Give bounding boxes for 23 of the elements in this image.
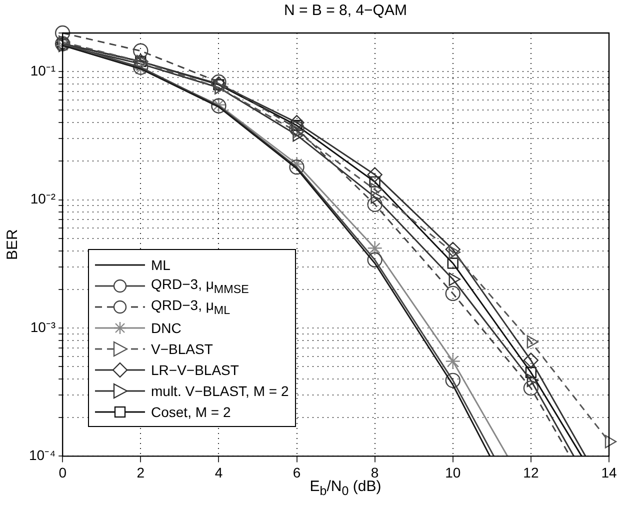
legend-label: QRD−3, μ$_{MMSE}$ (151, 276, 249, 296)
x-tick-label: 12 (523, 464, 539, 480)
x-tick-label: 6 (292, 464, 301, 480)
x-tick-label: 2 (136, 464, 145, 480)
legend-label: mult. V−BLAST, M = 2 (151, 382, 289, 398)
y-tick-label: 10⁻² (30, 190, 56, 207)
legend-label: Coset, M = 2 (151, 404, 231, 420)
x-tick-label: 0 (58, 464, 67, 480)
y-tick-label: 10⁻³ (30, 318, 56, 335)
legend-label: ML (151, 256, 170, 272)
legend-label: LR−V−BLAST (151, 362, 239, 378)
legend-label: V−BLAST (151, 340, 213, 356)
y-tick-label: 10⁻⁴ (28, 447, 56, 464)
y-axis-title: BER (4, 229, 22, 260)
legend-label: DNC (151, 320, 182, 336)
x-tick-label: 4 (214, 464, 223, 480)
x-tick-label: 10 (445, 464, 461, 480)
y-tick-label: 10⁻¹ (30, 62, 56, 78)
chart-title: N = B = 8, 4−QAM (283, 2, 408, 19)
x-tick-label: 8 (370, 464, 379, 480)
legend-label: QRD−3, μ$_{ML}$ (151, 296, 230, 316)
x-tick-label: 14 (601, 464, 617, 480)
x-axis-title: E$_{b}$/N$_{0}$ (dB) (310, 478, 382, 498)
